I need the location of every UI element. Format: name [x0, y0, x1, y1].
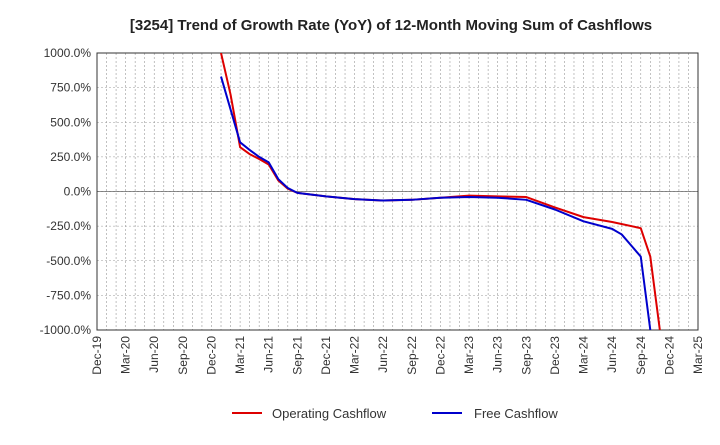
axes: 1000.0% 750.0% 500.0% 250.0% 0.0% -250.0% -500… [40, 46, 705, 375]
legend: Operating Cashflow Free Cashflow [232, 406, 558, 421]
y-tick-label: -250.0% [46, 219, 91, 233]
x-tick-label: Jun-23 [491, 336, 505, 373]
x-tick-label: Dec-21 [319, 336, 333, 375]
chart-title: [3254] Trend of Growth Rate (YoY) of 12-… [130, 17, 652, 34]
x-tick-label: Dec-22 [433, 336, 447, 375]
y-tick-label: 0.0% [64, 185, 92, 199]
x-tick-label: Dec-23 [548, 336, 562, 375]
x-tick-label: Sep-23 [519, 336, 533, 375]
x-tick-label: Mar-24 [577, 336, 591, 374]
legend-label-operating-cashflow: Operating Cashflow [272, 406, 387, 421]
y-tick-label: 500.0% [50, 115, 91, 129]
x-tick-label: Mar-23 [462, 336, 476, 374]
x-tick-label: Mar-22 [348, 336, 362, 374]
y-tick-label: -750.0% [46, 288, 91, 302]
legend-label-free-cashflow: Free Cashflow [474, 406, 558, 421]
y-tick-label: -500.0% [46, 254, 91, 268]
x-tick-label: Dec-19 [90, 336, 104, 375]
x-tick-label: Jun-22 [376, 336, 390, 373]
series-lines [220, 53, 661, 330]
plot-frame [96, 52, 699, 331]
x-tick-label: Sep-24 [634, 336, 648, 375]
x-tick-label: Dec-20 [204, 336, 218, 375]
x-tick-label: Dec-24 [662, 336, 676, 375]
x-tick-label: Jun-24 [605, 336, 619, 373]
x-tick-label: Sep-22 [405, 336, 419, 375]
x-tick-label: Mar-20 [119, 336, 133, 374]
x-tick-label: Mar-25 [691, 336, 705, 374]
y-tick-label: 750.0% [50, 81, 91, 95]
grid [96, 52, 699, 331]
y-tick-label: 1000.0% [44, 46, 92, 60]
y-tick-label: -1000.0% [40, 323, 92, 337]
x-tick-label: Sep-21 [290, 336, 304, 375]
x-tick-label: Jun-21 [262, 336, 276, 373]
series-line-free-cashflow [220, 76, 652, 330]
x-tick-label: Sep-20 [176, 336, 190, 375]
x-tick-label: Jun-20 [147, 336, 161, 373]
x-tick-label: Mar-21 [233, 336, 247, 374]
y-tick-label: 250.0% [50, 150, 91, 164]
